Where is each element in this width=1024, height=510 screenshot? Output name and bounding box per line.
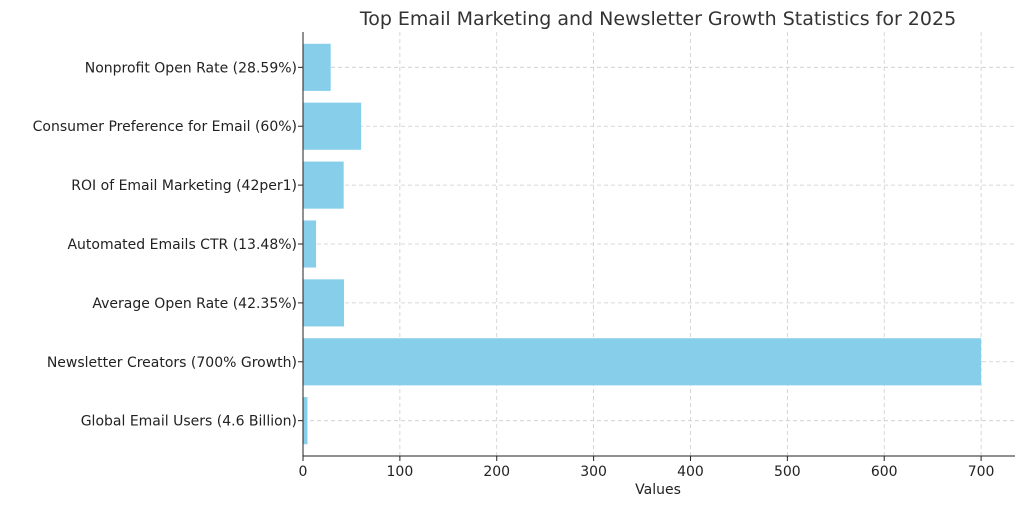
category-labels: Global Email Users (4.6 Billion) Newslett… xyxy=(33,60,297,429)
bar xyxy=(303,397,308,445)
category-label: Automated Emails CTR (13.48%) xyxy=(67,237,297,253)
category-label: ROI of Email Marketing (42per1) xyxy=(71,178,297,194)
category-label: Average Open Rate (42.35%) xyxy=(92,296,297,312)
bars xyxy=(303,43,982,445)
x-tick-label: 500 xyxy=(774,464,801,480)
x-tick-label: 100 xyxy=(387,464,414,480)
x-tick-label: 300 xyxy=(580,464,607,480)
category-label: Newsletter Creators (700% Growth) xyxy=(47,355,297,371)
category-label: Consumer Preference for Email (60%) xyxy=(33,119,297,135)
bar xyxy=(303,220,317,268)
category-label: Global Email Users (4.6 Billion) xyxy=(81,414,297,430)
x-tick-label: 600 xyxy=(871,464,898,480)
x-tick-label: 700 xyxy=(968,464,995,480)
x-tick-label: 0 xyxy=(299,464,308,480)
bar xyxy=(303,102,362,150)
axes: 0 100 200 300 400 500 600 700 xyxy=(298,32,1015,480)
grid xyxy=(302,32,1015,456)
bar xyxy=(303,43,331,91)
x-axis-label: Values xyxy=(635,482,681,498)
bar xyxy=(303,161,344,209)
x-tick-label: 400 xyxy=(677,464,704,480)
chart-title: Top Email Marketing and Newsletter Growt… xyxy=(359,8,956,30)
bar xyxy=(303,338,982,386)
x-tick-label: 200 xyxy=(483,464,510,480)
category-label: Nonprofit Open Rate (28.59%) xyxy=(85,60,297,76)
bar xyxy=(303,279,345,327)
